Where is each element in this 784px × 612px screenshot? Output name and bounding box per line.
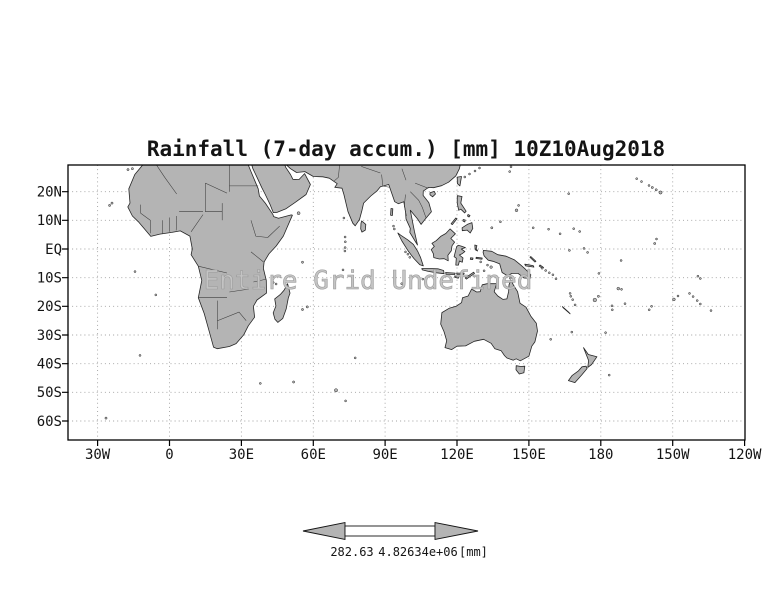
- colorbar: 282.63 4.82634e+06 [mm]: [302, 521, 488, 559]
- colorbar-max-label: 4.82634e+06: [378, 545, 457, 559]
- lat-tick-label: 40S: [37, 357, 62, 373]
- plot-title: Rainfall (7-day accum.) [mm] 10Z10Aug201…: [147, 137, 665, 161]
- lon-tick-label: 150W: [656, 447, 690, 463]
- island-luzon: [456, 195, 467, 214]
- lon-tick-label: 120E: [440, 447, 474, 463]
- lat-tick-label: 30S: [37, 328, 62, 344]
- islands-maluku: [469, 244, 483, 260]
- lon-tick-label: 150E: [512, 447, 546, 463]
- island-sulawesi: [453, 244, 466, 266]
- island-taiwan: [456, 176, 462, 187]
- land-layer: [104, 165, 713, 420]
- lat-tick-label: 10S: [37, 271, 62, 287]
- island-madagascar: [272, 283, 291, 323]
- islands-melanesia: [390, 208, 571, 315]
- colorbar-left-arrow: [302, 521, 346, 541]
- islands-lesser-sunda: [445, 271, 475, 280]
- lon-tick-label: 180: [588, 447, 613, 463]
- island-new-zealand-south: [568, 365, 588, 383]
- island-java: [421, 268, 445, 275]
- colorbar-right-arrow: [434, 521, 479, 541]
- plot-frame: [67, 164, 746, 441]
- lat-tick-label: EQ: [45, 242, 62, 258]
- colorbar-unit-label: [mm]: [459, 545, 488, 559]
- lat-tick-label: 10N: [37, 213, 62, 229]
- island-borneo: [430, 228, 456, 262]
- lon-tick-label: 0: [165, 447, 173, 463]
- island-new-zealand-north: [583, 347, 598, 368]
- island-sumatra: [397, 232, 424, 267]
- axis-ticks: [62, 191, 746, 446]
- lon-tick-label: 120W: [728, 447, 762, 463]
- lat-tick-label: 20S: [37, 299, 62, 315]
- colorbar-min-label: 282.63: [330, 545, 373, 559]
- island-tasmania: [515, 365, 526, 375]
- lat-tick-label: 60S: [37, 414, 62, 430]
- small-islands: [104, 165, 713, 420]
- grid-undefined-message: Entire Grid Undefined: [204, 266, 533, 296]
- island-hainan: [429, 191, 436, 198]
- lat-tick-label: 20N: [37, 185, 62, 201]
- landmass-australia: [440, 279, 538, 362]
- lat-tick-label: 50S: [37, 385, 62, 401]
- island-mindanao: [461, 222, 474, 234]
- island-new-guinea: [482, 250, 532, 279]
- lon-tick-label: 90E: [372, 447, 397, 463]
- islands-visayas-palawan: [450, 214, 471, 225]
- lon-tick-label: 30E: [229, 447, 254, 463]
- latitude-axis-labels: 20N 10N EQ 10S 20S 30S 40S 50S 60S: [37, 185, 62, 430]
- lon-tick-label: 30W: [85, 447, 111, 463]
- lon-tick-label: 60E: [301, 447, 326, 463]
- landmass-africa-eurasia: [127, 165, 461, 350]
- island-sri-lanka: [360, 220, 367, 233]
- country-borders: [140, 165, 429, 330]
- colorbar-cell: [344, 525, 436, 537]
- longitude-axis-labels: 30W 0 30E 60E 90E 120E 150E 180 150W 120…: [85, 447, 762, 463]
